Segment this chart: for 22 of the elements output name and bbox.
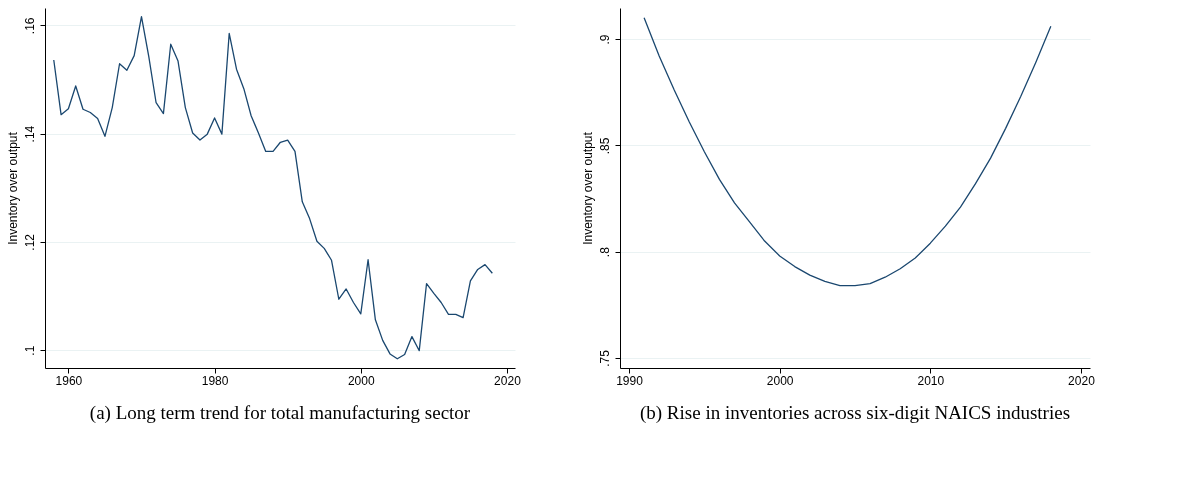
y-tick-label: .1 [22, 345, 37, 356]
y-tick-label: .14 [22, 125, 37, 143]
x-tick-label: 1990 [616, 373, 644, 388]
line-series [53, 16, 493, 360]
x-tick-label: 1980 [201, 373, 229, 388]
line-series [643, 17, 1052, 287]
y-axis-title: Inventory over output [580, 131, 595, 245]
x-tick-label: 2020 [1068, 373, 1096, 388]
y-tick-label: .75 [597, 349, 612, 367]
y-tick-label: .16 [22, 17, 37, 35]
text: (b) Rise in inventories across six-digit NAICS industries [639, 402, 1071, 424]
y-tick-label: .85 [597, 137, 612, 155]
y-tick-label: .12 [22, 233, 37, 251]
text: (a) Long term trend for total manufacturing sector [89, 402, 471, 424]
x-tick-label: 2020 [494, 373, 522, 388]
x-tick-label: 1960 [55, 373, 83, 388]
y-tick-label: .8 [597, 246, 612, 258]
y-axis-title: Inventory over output [5, 131, 20, 245]
y-tick-label: .9 [597, 34, 612, 45]
x-tick-label: 2010 [917, 373, 945, 388]
x-tick-label: 2000 [347, 373, 375, 388]
x-tick-label: 2000 [766, 373, 794, 388]
